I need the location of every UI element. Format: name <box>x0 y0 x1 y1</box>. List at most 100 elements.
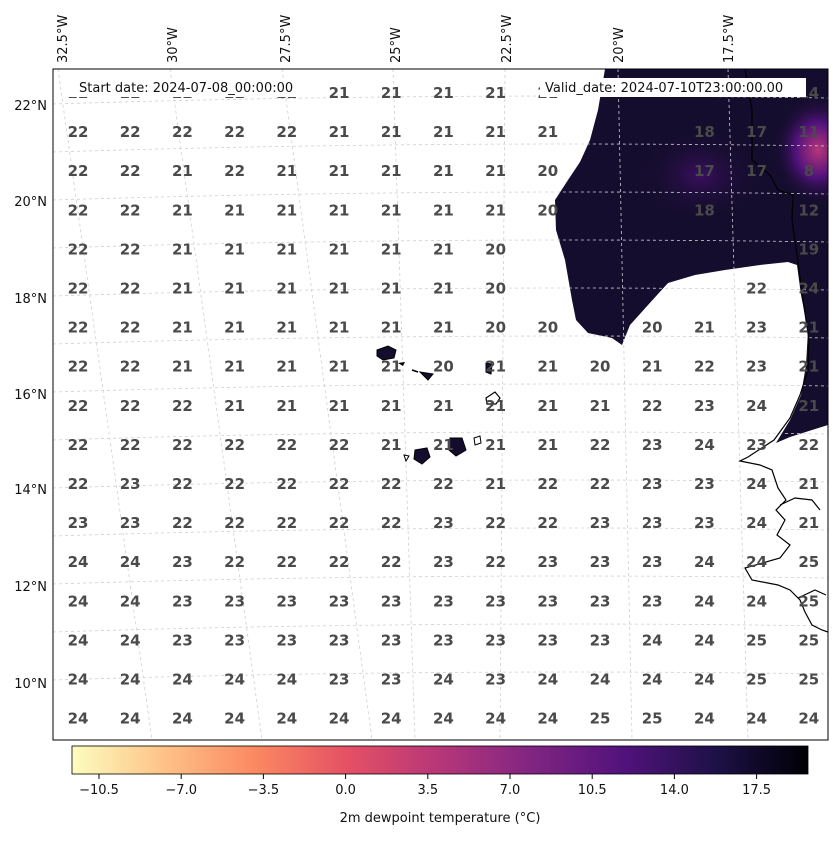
grid-value: 22 <box>68 358 89 376</box>
grid-value: 24 <box>120 631 141 649</box>
colorbar-tick-label: 14.0 <box>660 783 689 798</box>
grid-value: 22 <box>120 162 141 180</box>
grid-value: 22 <box>120 358 141 376</box>
grid-value: 23 <box>276 592 297 610</box>
grid-value: 24 <box>746 710 767 728</box>
colorbar: −10.5 −7.0 −3.5 0.0 3.5 7.0 10.5 14.0 17.5 2m de… <box>71 745 809 826</box>
grid-value: 21 <box>381 436 402 454</box>
grid-value: 21 <box>276 397 297 415</box>
grid-value: 23 <box>694 514 715 532</box>
lat-label-20n: 20°N <box>14 195 47 210</box>
grid-value: 22 <box>276 123 297 141</box>
grid-value: 24 <box>694 436 715 454</box>
africa-landmass <box>555 69 828 443</box>
grid-value: 22 <box>537 475 558 493</box>
colorbar-tick-label: 10.5 <box>578 783 607 798</box>
grid-value: 22 <box>68 240 89 258</box>
grid-value: 21 <box>329 162 350 180</box>
grid-value: 23 <box>642 514 663 532</box>
grid-value: 21 <box>381 162 402 180</box>
grid-value: 23 <box>746 319 767 337</box>
map-area: 2222222222212121212114222222222221212121… <box>53 69 828 740</box>
grid-value: 24 <box>68 710 89 728</box>
grid-value: 24 <box>68 631 89 649</box>
grid-value: 21 <box>276 358 297 376</box>
grid-value: 20 <box>485 280 506 298</box>
grid-value: 22 <box>381 475 402 493</box>
grid-value: 25 <box>746 631 767 649</box>
grid-value: 24 <box>329 710 350 728</box>
lon-label-22-5w: 22.5°W <box>500 15 515 63</box>
grid-value: 24 <box>224 671 245 689</box>
colorbar-tick-label: 7.0 <box>500 783 521 798</box>
grid-value: 22 <box>172 514 193 532</box>
grid-value: 23 <box>381 671 402 689</box>
grid-value: 22 <box>68 436 89 454</box>
grid-value: 23 <box>433 631 454 649</box>
grid-value: 21 <box>798 319 819 337</box>
grid-value: 22 <box>172 475 193 493</box>
grid-value: 22 <box>433 475 454 493</box>
grid-value: 24 <box>68 553 89 571</box>
grid-value: 25 <box>798 592 819 610</box>
colorbar-tick-label: 0.0 <box>335 783 356 798</box>
grid-value: 24 <box>746 475 767 493</box>
grid-value: 21 <box>172 240 193 258</box>
grid-value: 24 <box>433 710 454 728</box>
lat-label-16n: 16°N <box>14 388 47 403</box>
grid-value: 23 <box>120 514 141 532</box>
grid-value: 11 <box>798 123 819 141</box>
grid-value: 25 <box>746 671 767 689</box>
grid-value: 24 <box>746 553 767 571</box>
grid-value: 12 <box>798 201 819 219</box>
lon-label-20w: 20°W <box>612 27 627 63</box>
grid-value: 21 <box>329 397 350 415</box>
grid-value: 23 <box>694 475 715 493</box>
grid-value: 21 <box>329 240 350 258</box>
grid-value: 21 <box>485 201 506 219</box>
grid-value: 18 <box>694 123 715 141</box>
grid-value: 21 <box>381 201 402 219</box>
coastline <box>738 69 828 633</box>
grid-value: 23 <box>329 671 350 689</box>
grid-value: 21 <box>224 280 245 298</box>
grid-value: 23 <box>485 631 506 649</box>
grid-value: 24 <box>120 553 141 571</box>
grid-value: 20 <box>433 358 454 376</box>
grid-value: 22 <box>224 475 245 493</box>
grid-value: 24 <box>537 671 558 689</box>
grid-value: 22 <box>120 436 141 454</box>
grid-value: 23 <box>746 358 767 376</box>
grid-value: 24 <box>642 631 663 649</box>
grid-value: 24 <box>694 631 715 649</box>
grid-value: 21 <box>172 319 193 337</box>
grid-value: 23 <box>642 475 663 493</box>
grid-value: 24 <box>694 710 715 728</box>
grid-value: 21 <box>381 123 402 141</box>
grid-value: 24 <box>798 710 819 728</box>
grid-value: 24 <box>172 671 193 689</box>
latitude-labels: 22°N 20°N 18°N 16°N 14°N 12°N 10°N <box>14 99 47 692</box>
grid-value: 21 <box>381 397 402 415</box>
grid-value: 20 <box>485 319 506 337</box>
grid-value: 22 <box>276 514 297 532</box>
grid-value: 23 <box>224 631 245 649</box>
grid-value: 22 <box>224 436 245 454</box>
grid-value: 22 <box>68 162 89 180</box>
grid-value: 22 <box>276 436 297 454</box>
grid-value: 22 <box>642 397 663 415</box>
longitude-labels: 32.5°W 30°W 27.5°W 25°W 22.5°W 20°W 17.5… <box>56 15 737 63</box>
lat-label-14n: 14°N <box>14 483 47 498</box>
grid-value: 21 <box>329 84 350 102</box>
grid-value: 21 <box>433 280 454 298</box>
grid-value: 21 <box>433 162 454 180</box>
grid-value: 21 <box>694 319 715 337</box>
grid-value: 17 <box>694 162 715 180</box>
grid-value: 23 <box>172 631 193 649</box>
grid-value: 21 <box>329 201 350 219</box>
colorbar-tick-label: 17.5 <box>742 783 771 798</box>
grid-value: 24 <box>694 671 715 689</box>
grid-value: 21 <box>433 319 454 337</box>
